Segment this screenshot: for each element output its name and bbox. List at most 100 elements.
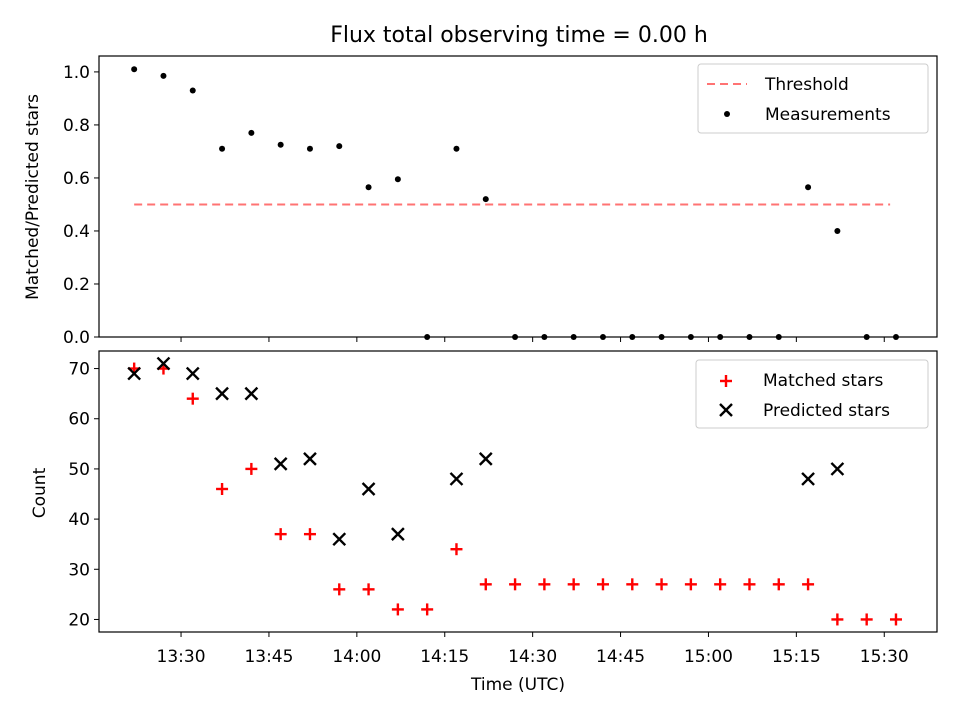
bottom-y-tick-label: 40: [68, 510, 90, 530]
measurement-point: [131, 66, 138, 73]
matched-star-point: [714, 578, 727, 591]
matched-star-point: [831, 613, 844, 626]
predicted-star-point-b: [801, 472, 815, 486]
bottom-y-tick-label: 30: [68, 560, 90, 580]
top-x-ticks: [180, 337, 885, 342]
bottom-x-tick-label: 13:30: [157, 647, 206, 667]
predicted-star-point: [156, 356, 171, 371]
matched-star-point: [333, 583, 346, 596]
matched-star-point: [245, 462, 258, 475]
predicted-star-point: [801, 472, 815, 486]
measurement-point: [805, 184, 812, 191]
measurement-point: [365, 184, 372, 191]
predicted-star-point-b: [185, 366, 200, 381]
bottom-x-tick-label: 14:45: [596, 647, 645, 667]
matched-star-point: [743, 578, 756, 591]
measurement-point: [834, 227, 841, 234]
predicted-star-point: [303, 452, 317, 466]
top-plot-marks: [131, 66, 899, 340]
measurement-point: [482, 196, 489, 203]
matched-star-point: [421, 603, 434, 616]
x-axis-label: Time (UTC): [470, 675, 565, 695]
predicted-star-point-b: [244, 386, 259, 401]
bottom-y-ticks: 20 30 40 50 60 70: [68, 360, 99, 630]
top-panel: 0.0 0.2 0.4 0.6 0.8 1.0 Matched/Predicted sta…: [23, 55, 938, 348]
bottom-x-tick-label: 14:15: [420, 647, 469, 667]
bottom-x-tick-label: 14:00: [332, 647, 381, 667]
matched-star-point: [802, 578, 815, 591]
top-axes-frame: [98, 55, 938, 338]
bottom-x-tick-label: 15:00: [684, 647, 733, 667]
matched-star-point: [596, 578, 609, 591]
predicted-star-point-b: [127, 366, 142, 381]
predicted-star-point-b: [303, 452, 317, 466]
bottom-x-tick-label: 14:30: [508, 647, 557, 667]
predicted-star-point-b: [215, 386, 229, 401]
predicted-star-point: [127, 366, 142, 381]
bottom-legend: Matched stars Predicted stars: [695, 359, 929, 429]
matched-star-point: [889, 613, 902, 626]
bottom-x-ticks: 13:30 13:45 14:00 14:15 14:30 14:45 15:00 15:15…: [157, 632, 909, 667]
bottom-axes-frame: [98, 350, 938, 633]
top-y-tick-label: 0.0: [63, 328, 90, 348]
matched-star-point: [479, 578, 492, 591]
matched-star-point: [303, 528, 316, 541]
measurement-point: [453, 145, 460, 152]
legend-measurements-swatch: [724, 111, 730, 117]
matched-star-point: [186, 392, 199, 405]
matched-star-point: [538, 578, 551, 591]
predicted-star-point-b: [478, 452, 493, 466]
matched-star-point: [772, 578, 785, 591]
bottom-x-tick-label: 15:30: [860, 647, 909, 667]
predicted-star-point-b: [361, 482, 376, 496]
bottom-x-tick-label: 13:45: [244, 647, 293, 667]
matched-star-point: [684, 578, 697, 591]
matched-star-point: [567, 578, 580, 591]
measurement-point: [219, 145, 226, 152]
predicted-star-point-b: [156, 356, 171, 371]
predicted-star-point-b: [449, 472, 464, 486]
bottom-y-tick-label: 60: [68, 410, 90, 430]
matched-star-point: [450, 543, 463, 556]
top-legend-box: [697, 63, 929, 134]
chart-title: Flux total observing time = 0.00 h: [330, 23, 708, 48]
top-y-tick-label: 0.8: [63, 116, 90, 136]
measurement-point: [277, 141, 284, 148]
matched-star-point: [274, 528, 287, 541]
predicted-star-point: [830, 462, 845, 476]
predicted-star-point: [478, 452, 493, 466]
predicted-star-point: [244, 386, 259, 401]
bottom-y-tick-label: 20: [68, 610, 90, 630]
measurement-point: [336, 143, 343, 150]
bottom-plot-marks: [127, 356, 902, 626]
matched-star-point: [860, 613, 873, 626]
predicted-star-point-b: [273, 457, 288, 471]
legend-predicted-swatch: [719, 403, 733, 417]
matched-star-point: [655, 578, 668, 591]
matched-star-point: [391, 603, 404, 616]
predicted-star-point: [391, 527, 405, 542]
top-y-ticks: 0.0 0.2 0.4 0.6 0.8 1.0: [63, 63, 99, 348]
predicted-star-point: [185, 366, 200, 381]
matched-star-point: [626, 578, 639, 591]
legend-predicted-label: Predicted stars: [763, 401, 890, 421]
bottom-x-tick-label: 15:15: [772, 647, 821, 667]
measurement-point: [394, 176, 401, 183]
matched-star-point: [362, 583, 375, 596]
predicted-star-point: [361, 482, 376, 496]
predicted-star-point: [449, 472, 464, 486]
top-y-tick-label: 0.2: [63, 275, 90, 295]
bottom-legend-box: [695, 359, 929, 429]
bottom-y-axis-label: Count: [30, 467, 50, 518]
legend-matched-label: Matched stars: [763, 371, 883, 391]
measurement-point: [189, 87, 196, 94]
legend-threshold-label: Threshold: [764, 75, 849, 95]
measurement-point: [160, 72, 167, 79]
measurement-point: [306, 145, 313, 152]
matched-star-point: [509, 578, 522, 591]
top-y-tick-label: 0.4: [63, 222, 90, 242]
matched-star-point: [216, 482, 229, 495]
predicted-star-point: [215, 386, 229, 401]
